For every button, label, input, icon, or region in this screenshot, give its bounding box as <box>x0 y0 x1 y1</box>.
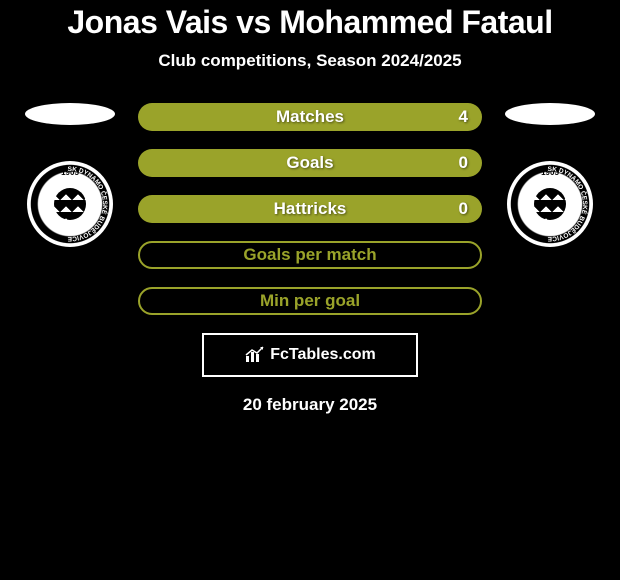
stat-label: Matches <box>276 107 344 127</box>
page-subtitle: Club competitions, Season 2024/2025 <box>158 51 461 71</box>
stat-bar-hattricks: Hattricks 0 <box>138 195 482 223</box>
crest-ring-text: SK DYNAMO ČESKÉ BUDĚJOVICE <box>507 161 593 247</box>
stat-label: Min per goal <box>260 291 360 311</box>
stat-value: 0 <box>459 199 468 219</box>
svg-text:SK DYNAMO ČESKÉ BUDĚJOVICE: SK DYNAMO ČESKÉ BUDĚJOVICE <box>547 166 589 242</box>
stat-label: Goals <box>286 153 333 173</box>
main-row: 1905 SK DYNAMO ČESKÉ BUDĚJOVICE Matches … <box>0 103 620 315</box>
brand-box[interactable]: FcTables.com <box>202 333 418 377</box>
stat-bar-goals: Goals 0 <box>138 149 482 177</box>
club-crest-right: 1905 SK DYNAMO ČESKÉ BUDĚJOVICE <box>507 161 593 247</box>
comparison-widget: Jonas Vais vs Mohammed Fataul Club compe… <box>0 0 620 415</box>
stat-value: 4 <box>459 107 468 127</box>
stats-bars: Matches 4 Goals 0 Hattricks 0 Goals per … <box>138 103 482 315</box>
right-player-col: 1905 SK DYNAMO ČESKÉ BUDĚJOVICE <box>500 103 600 247</box>
club-crest-left: 1905 SK DYNAMO ČESKÉ BUDĚJOVICE <box>27 161 113 247</box>
crest-ring-text: SK DYNAMO ČESKÉ BUDĚJOVICE <box>27 161 113 247</box>
left-player-col: 1905 SK DYNAMO ČESKÉ BUDĚJOVICE <box>20 103 120 247</box>
brand-text: FcTables.com <box>270 346 376 364</box>
stat-value: 0 <box>459 153 468 173</box>
stat-bar-matches: Matches 4 <box>138 103 482 131</box>
stat-label: Goals per match <box>243 245 376 265</box>
page-title: Jonas Vais vs Mohammed Fataul <box>67 4 552 41</box>
stat-bar-min-per-goal: Min per goal <box>138 287 482 315</box>
player-photo-placeholder-left <box>25 103 115 125</box>
stat-label: Hattricks <box>274 199 347 219</box>
snapshot-date: 20 february 2025 <box>243 395 377 415</box>
stat-bar-goals-per-match: Goals per match <box>138 241 482 269</box>
player-photo-placeholder-right <box>505 103 595 125</box>
svg-text:SK DYNAMO ČESKÉ BUDĚJOVICE: SK DYNAMO ČESKÉ BUDĚJOVICE <box>67 166 109 242</box>
chart-icon <box>244 346 266 364</box>
